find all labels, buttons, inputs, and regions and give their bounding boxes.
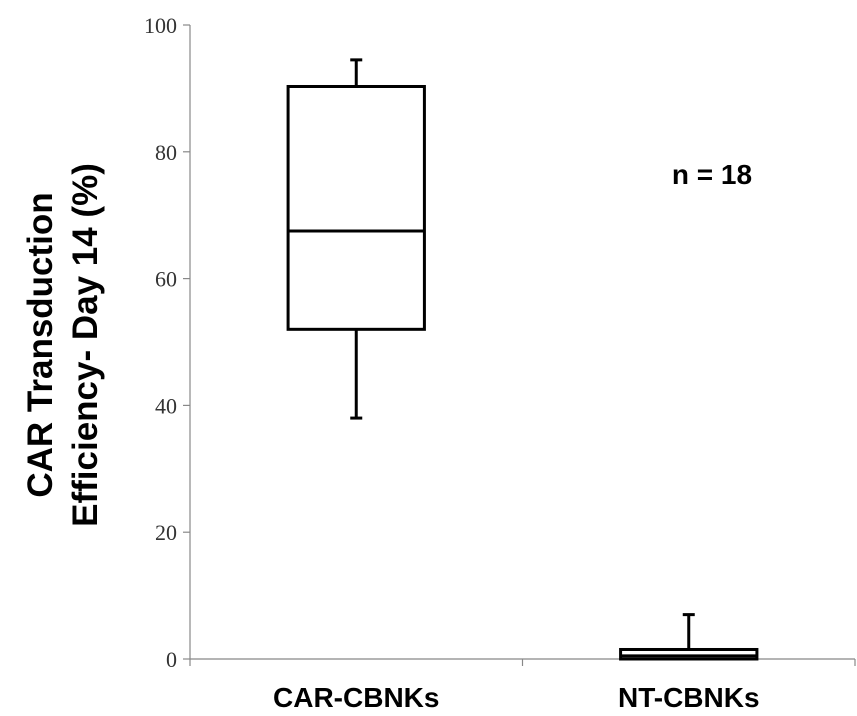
box-group: [286, 58, 426, 420]
y-axis-title-line-1: CAR Transduction: [21, 192, 60, 497]
y-tick-label: 0: [166, 647, 177, 672]
y-tick-label: 20: [155, 520, 177, 545]
box-iqr: [286, 84, 426, 331]
box-iqr: [619, 647, 759, 661]
boxes: [286, 58, 759, 661]
x-category-label: NT-CBNKs: [618, 682, 760, 713]
y-axis-title-line-2: Efficiency- Day 14 (%): [66, 163, 105, 527]
y-axis: 0 20 40 60 80 100: [144, 13, 191, 672]
y-axis-title: CAR Transduction Efficiency- Day 14 (%): [21, 163, 105, 527]
y-tick-label: 80: [155, 140, 177, 165]
y-tick-label: 40: [155, 393, 177, 418]
box-group: [619, 613, 759, 661]
x-axis: CAR-CBNKs NT-CBNKs: [189, 658, 856, 713]
y-tick-label: 100: [144, 13, 177, 38]
sample-size-annotation: n = 18: [672, 159, 752, 190]
x-category-label: CAR-CBNKs: [273, 682, 439, 713]
y-tick-label: 60: [155, 267, 177, 292]
